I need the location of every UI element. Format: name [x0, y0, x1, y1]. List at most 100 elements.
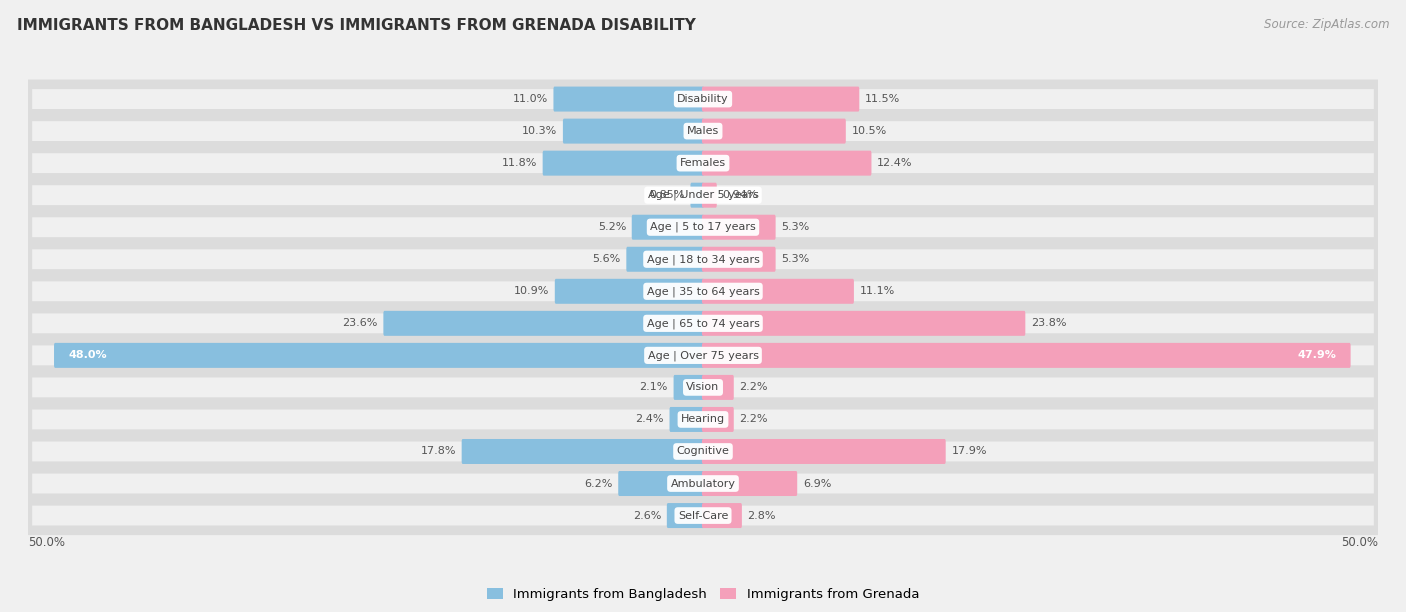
- FancyBboxPatch shape: [669, 407, 704, 432]
- FancyBboxPatch shape: [702, 151, 872, 176]
- FancyBboxPatch shape: [702, 279, 853, 304]
- FancyBboxPatch shape: [666, 503, 704, 528]
- Text: 11.5%: 11.5%: [865, 94, 900, 104]
- FancyBboxPatch shape: [702, 183, 717, 207]
- FancyBboxPatch shape: [702, 215, 776, 240]
- FancyBboxPatch shape: [32, 378, 1374, 397]
- Text: Females: Females: [681, 158, 725, 168]
- FancyBboxPatch shape: [32, 121, 1374, 141]
- Text: Hearing: Hearing: [681, 414, 725, 425]
- Text: 5.3%: 5.3%: [782, 254, 810, 264]
- Text: 23.6%: 23.6%: [342, 318, 378, 328]
- FancyBboxPatch shape: [27, 304, 1379, 343]
- Text: 5.3%: 5.3%: [782, 222, 810, 232]
- FancyBboxPatch shape: [702, 375, 734, 400]
- Text: Vision: Vision: [686, 382, 720, 392]
- FancyBboxPatch shape: [461, 439, 704, 464]
- FancyBboxPatch shape: [27, 207, 1379, 247]
- FancyBboxPatch shape: [27, 272, 1379, 311]
- FancyBboxPatch shape: [626, 247, 704, 272]
- Text: 0.94%: 0.94%: [723, 190, 758, 200]
- FancyBboxPatch shape: [32, 185, 1374, 205]
- Legend: Immigrants from Bangladesh, Immigrants from Grenada: Immigrants from Bangladesh, Immigrants f…: [482, 583, 924, 606]
- Text: 2.4%: 2.4%: [636, 414, 664, 425]
- FancyBboxPatch shape: [690, 183, 704, 207]
- FancyBboxPatch shape: [32, 474, 1374, 493]
- Text: Cognitive: Cognitive: [676, 447, 730, 457]
- Text: Age | 35 to 64 years: Age | 35 to 64 years: [647, 286, 759, 297]
- Text: Disability: Disability: [678, 94, 728, 104]
- FancyBboxPatch shape: [32, 89, 1374, 109]
- Text: 2.1%: 2.1%: [640, 382, 668, 392]
- Text: 10.5%: 10.5%: [852, 126, 887, 136]
- Text: 12.4%: 12.4%: [877, 158, 912, 168]
- Text: 17.9%: 17.9%: [952, 447, 987, 457]
- Text: 47.9%: 47.9%: [1298, 351, 1336, 360]
- Text: 23.8%: 23.8%: [1031, 318, 1067, 328]
- Text: 0.85%: 0.85%: [650, 190, 685, 200]
- FancyBboxPatch shape: [32, 313, 1374, 334]
- Text: 6.2%: 6.2%: [583, 479, 613, 488]
- FancyBboxPatch shape: [702, 503, 742, 528]
- FancyBboxPatch shape: [27, 400, 1379, 439]
- Text: 5.6%: 5.6%: [592, 254, 620, 264]
- Text: IMMIGRANTS FROM BANGLADESH VS IMMIGRANTS FROM GRENADA DISABILITY: IMMIGRANTS FROM BANGLADESH VS IMMIGRANTS…: [17, 18, 696, 34]
- FancyBboxPatch shape: [32, 409, 1374, 430]
- FancyBboxPatch shape: [32, 249, 1374, 269]
- FancyBboxPatch shape: [32, 282, 1374, 301]
- FancyBboxPatch shape: [702, 343, 1351, 368]
- FancyBboxPatch shape: [554, 86, 704, 111]
- FancyBboxPatch shape: [702, 471, 797, 496]
- FancyBboxPatch shape: [702, 86, 859, 111]
- FancyBboxPatch shape: [27, 496, 1379, 535]
- FancyBboxPatch shape: [53, 343, 704, 368]
- Text: Age | 18 to 34 years: Age | 18 to 34 years: [647, 254, 759, 264]
- FancyBboxPatch shape: [619, 471, 704, 496]
- Text: Self-Care: Self-Care: [678, 510, 728, 521]
- Text: 11.8%: 11.8%: [502, 158, 537, 168]
- FancyBboxPatch shape: [673, 375, 704, 400]
- Text: 5.2%: 5.2%: [598, 222, 626, 232]
- FancyBboxPatch shape: [702, 407, 734, 432]
- FancyBboxPatch shape: [631, 215, 704, 240]
- Text: 50.0%: 50.0%: [1341, 536, 1378, 550]
- FancyBboxPatch shape: [702, 247, 776, 272]
- FancyBboxPatch shape: [27, 80, 1379, 119]
- Text: 2.2%: 2.2%: [740, 414, 768, 425]
- Text: 6.9%: 6.9%: [803, 479, 831, 488]
- Text: 11.1%: 11.1%: [859, 286, 894, 296]
- Text: 2.8%: 2.8%: [748, 510, 776, 521]
- Text: 10.3%: 10.3%: [522, 126, 557, 136]
- FancyBboxPatch shape: [32, 345, 1374, 365]
- FancyBboxPatch shape: [27, 240, 1379, 279]
- Text: Source: ZipAtlas.com: Source: ZipAtlas.com: [1264, 18, 1389, 31]
- FancyBboxPatch shape: [384, 311, 704, 336]
- Text: Age | Under 5 years: Age | Under 5 years: [648, 190, 758, 201]
- Text: 2.6%: 2.6%: [633, 510, 661, 521]
- FancyBboxPatch shape: [702, 311, 1025, 336]
- Text: 50.0%: 50.0%: [28, 536, 65, 550]
- Text: 11.0%: 11.0%: [513, 94, 548, 104]
- FancyBboxPatch shape: [32, 441, 1374, 461]
- FancyBboxPatch shape: [27, 144, 1379, 183]
- FancyBboxPatch shape: [27, 432, 1379, 471]
- Text: Age | Over 75 years: Age | Over 75 years: [648, 350, 758, 360]
- Text: Age | 65 to 74 years: Age | 65 to 74 years: [647, 318, 759, 329]
- FancyBboxPatch shape: [27, 111, 1379, 151]
- Text: Males: Males: [688, 126, 718, 136]
- FancyBboxPatch shape: [555, 279, 704, 304]
- FancyBboxPatch shape: [27, 336, 1379, 375]
- Text: 48.0%: 48.0%: [69, 351, 107, 360]
- Text: Ambulatory: Ambulatory: [671, 479, 735, 488]
- FancyBboxPatch shape: [702, 119, 846, 144]
- FancyBboxPatch shape: [702, 439, 946, 464]
- Text: 2.2%: 2.2%: [740, 382, 768, 392]
- FancyBboxPatch shape: [32, 506, 1374, 526]
- FancyBboxPatch shape: [32, 217, 1374, 237]
- FancyBboxPatch shape: [32, 153, 1374, 173]
- FancyBboxPatch shape: [27, 368, 1379, 407]
- Text: 10.9%: 10.9%: [513, 286, 550, 296]
- FancyBboxPatch shape: [27, 464, 1379, 503]
- Text: 17.8%: 17.8%: [420, 447, 456, 457]
- FancyBboxPatch shape: [543, 151, 704, 176]
